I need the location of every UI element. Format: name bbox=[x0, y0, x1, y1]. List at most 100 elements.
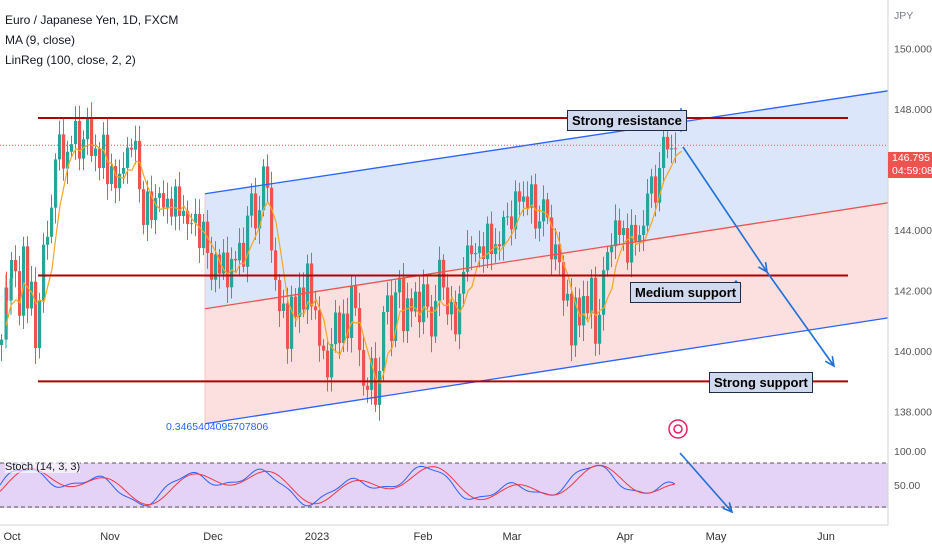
candle-body bbox=[394, 292, 398, 342]
candle-body bbox=[230, 258, 234, 288]
candle-body bbox=[454, 301, 458, 335]
channel-lower-line bbox=[204, 317, 889, 425]
candle-body bbox=[266, 166, 270, 188]
event-marker-icon bbox=[668, 419, 688, 439]
candle-body bbox=[150, 191, 154, 220]
event-marker-inner-icon bbox=[673, 424, 683, 434]
price-tick-label: 144.000 bbox=[894, 225, 932, 237]
price-tick-label: 150.000 bbox=[894, 43, 932, 55]
candle-body bbox=[302, 287, 306, 310]
candle-body bbox=[626, 228, 630, 263]
candle-body bbox=[210, 252, 214, 280]
candle-body bbox=[542, 199, 546, 222]
candle-body bbox=[602, 270, 606, 315]
candle-body bbox=[62, 134, 66, 169]
candle-body bbox=[142, 189, 146, 225]
stoch-legend[interactable]: Stoch (14, 3, 3) bbox=[5, 461, 81, 473]
candle-body bbox=[250, 193, 254, 216]
candle-body bbox=[578, 297, 582, 326]
candle-body bbox=[330, 344, 334, 378]
candle-body bbox=[202, 221, 206, 249]
candle-body bbox=[570, 293, 574, 346]
candle-body bbox=[22, 246, 26, 316]
candle-body bbox=[618, 220, 622, 236]
candle-body bbox=[354, 285, 358, 309]
candle-body bbox=[186, 210, 190, 225]
candle-body bbox=[338, 312, 342, 343]
candle-body bbox=[9, 278, 13, 301]
candle-body bbox=[10, 259, 14, 279]
candle-body bbox=[410, 298, 414, 312]
candle-body bbox=[5, 287, 9, 301]
candle-body bbox=[166, 198, 170, 208]
candle-body bbox=[98, 148, 102, 169]
candle-body bbox=[18, 271, 22, 316]
countdown-badge: 04:59:08 bbox=[888, 165, 932, 178]
candle-body bbox=[574, 297, 578, 346]
linreg-legend[interactable]: LinReg (100, close, 2, 2) bbox=[5, 53, 136, 67]
candle-body bbox=[66, 151, 70, 169]
candle-body bbox=[498, 244, 502, 247]
candle-body bbox=[402, 277, 406, 332]
candle-body bbox=[122, 167, 126, 174]
candle-body bbox=[42, 244, 46, 301]
candle-body bbox=[178, 186, 182, 217]
medium-support-label: Medium support bbox=[630, 282, 742, 303]
candle-body bbox=[262, 166, 266, 211]
channel-upper-line bbox=[204, 90, 889, 195]
time-tick-label: Jun bbox=[817, 531, 835, 543]
candle-body bbox=[562, 262, 566, 301]
candle-body bbox=[534, 184, 538, 229]
candle-body bbox=[254, 193, 258, 229]
candle-body bbox=[310, 263, 314, 307]
candle-body bbox=[378, 370, 382, 405]
price-axis-bg bbox=[888, 0, 932, 550]
candle-body bbox=[422, 284, 426, 323]
candle-body bbox=[398, 277, 402, 293]
candle-body bbox=[218, 254, 222, 274]
candle-body bbox=[282, 303, 286, 312]
candle-body bbox=[46, 236, 50, 245]
candle-body bbox=[90, 118, 94, 156]
price-tick-label: 140.000 bbox=[894, 346, 932, 358]
candle-body bbox=[214, 254, 218, 280]
stoch-tick-label: 100.00 bbox=[894, 446, 926, 458]
candle-body bbox=[70, 144, 74, 152]
candle-body bbox=[658, 167, 662, 203]
currency-label: JPY bbox=[894, 10, 913, 22]
ma-legend[interactable]: MA (9, close) bbox=[5, 33, 76, 47]
moving-average-line bbox=[5, 144, 683, 385]
channel-middle-line bbox=[204, 202, 889, 310]
candle-body bbox=[278, 280, 282, 312]
strong-support-label: Strong support bbox=[709, 372, 813, 393]
candle-body bbox=[586, 295, 590, 314]
candle-body bbox=[94, 148, 98, 156]
candle-body bbox=[490, 223, 494, 255]
candle-body bbox=[506, 216, 510, 218]
candle-body bbox=[566, 293, 570, 301]
projection-arrow-1 bbox=[682, 146, 768, 273]
stoch-band bbox=[0, 463, 888, 508]
time-tick-label: Feb bbox=[414, 531, 433, 543]
stoch-d-line bbox=[0, 464, 676, 506]
candle-body bbox=[514, 191, 518, 230]
candle-body bbox=[546, 199, 550, 218]
symbol-legend[interactable]: Euro / Japanese Yen, 1D, FXCM bbox=[5, 13, 179, 27]
candle-body bbox=[234, 258, 238, 261]
candle-body bbox=[450, 301, 454, 315]
candle-body bbox=[238, 242, 242, 261]
time-tick-label: Apr bbox=[616, 531, 633, 543]
candle-body bbox=[86, 118, 90, 140]
candle-body bbox=[38, 300, 42, 349]
candle-body bbox=[290, 296, 294, 349]
candle-body bbox=[502, 216, 506, 247]
candle-body bbox=[470, 245, 474, 255]
candle-body bbox=[370, 358, 374, 390]
candle-body bbox=[34, 281, 38, 349]
candle-body bbox=[670, 148, 674, 150]
candle-body bbox=[630, 224, 634, 263]
candle-body bbox=[418, 291, 422, 323]
price-tick-label: 142.000 bbox=[894, 286, 932, 298]
